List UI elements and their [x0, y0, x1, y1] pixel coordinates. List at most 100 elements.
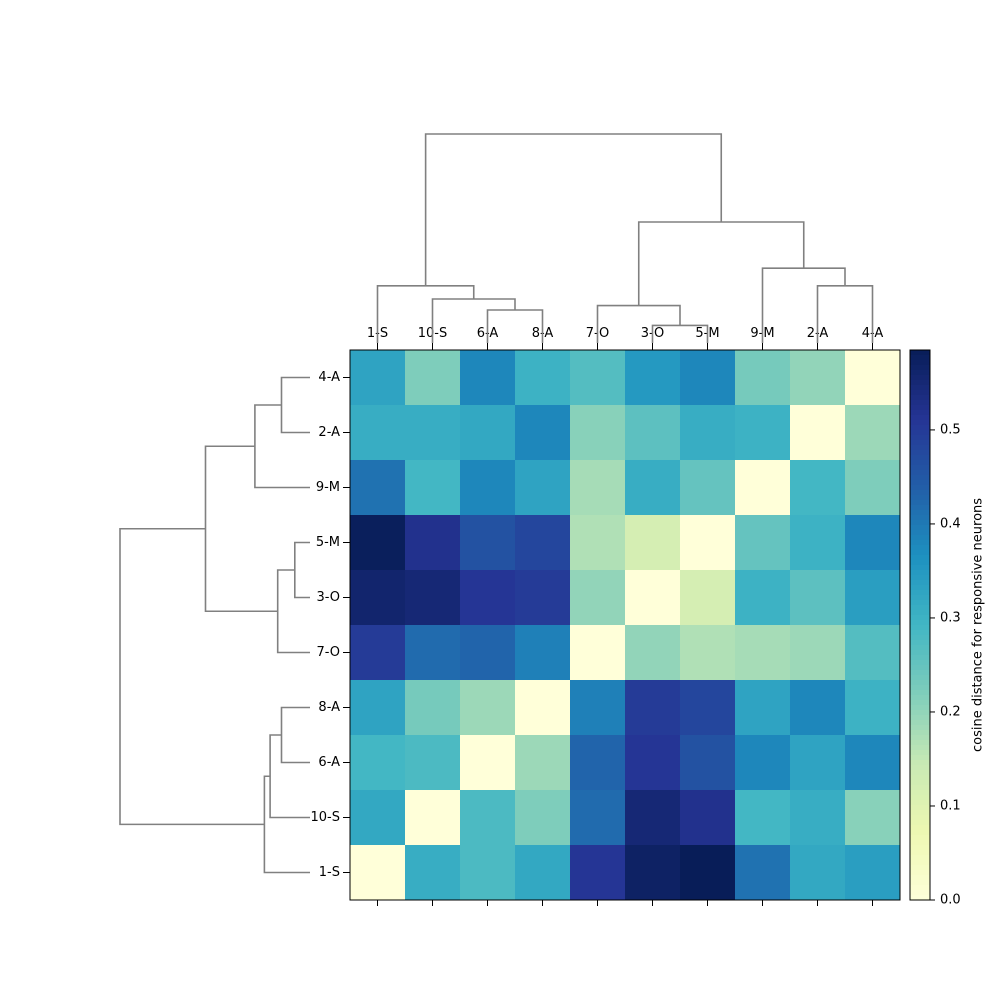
- heatmap-cell: [515, 680, 571, 736]
- colorbar-segment: [910, 865, 930, 871]
- colorbar-segment: [910, 710, 930, 716]
- colorbar-segment: [910, 405, 930, 411]
- row-label: 1-S: [319, 865, 340, 880]
- colorbar-segment: [910, 730, 930, 736]
- heatmap-cell: [735, 735, 791, 791]
- colorbar-segment: [910, 675, 930, 681]
- colorbar-segment: [910, 830, 930, 836]
- colorbar-segment: [910, 400, 930, 406]
- heatmap-cell: [680, 680, 736, 736]
- heatmap-cell: [350, 570, 406, 626]
- colorbar-segment: [910, 370, 930, 376]
- heatmap-cell: [515, 460, 571, 516]
- colorbar-tick-label: 0.5: [940, 422, 961, 437]
- colorbar-segment: [910, 585, 930, 591]
- heatmap-cell: [570, 570, 626, 626]
- heatmap-cell: [460, 680, 516, 736]
- colorbar-segment: [910, 355, 930, 361]
- heatmap-cell: [350, 790, 406, 846]
- heatmap-cell: [350, 350, 406, 406]
- colorbar-label: cosine distance for responsive neurons: [971, 498, 986, 752]
- colorbar-segment: [910, 660, 930, 666]
- dendrogram-link: [424, 133, 723, 286]
- heatmap-cell: [405, 625, 461, 681]
- colorbar-segment: [910, 600, 930, 606]
- colorbar-segment: [910, 655, 930, 661]
- heatmap-cell: [570, 790, 626, 846]
- colorbar-segment: [910, 870, 930, 876]
- row-label: 3-O: [316, 590, 340, 605]
- colorbar-segment: [910, 500, 930, 506]
- colorbar-segment: [910, 380, 930, 386]
- heatmap-cell: [515, 570, 571, 626]
- colorbar-segment: [910, 350, 930, 356]
- heatmap-cell: [680, 790, 736, 846]
- dendrogram-link: [263, 775, 310, 874]
- colorbar-segment: [910, 700, 930, 706]
- colorbar-segment: [910, 800, 930, 806]
- heatmap-cell: [845, 460, 901, 516]
- colorbar-segment: [910, 565, 930, 571]
- heatmap-cell: [735, 680, 791, 736]
- colorbar-segment: [910, 845, 930, 851]
- colorbar-segment: [910, 715, 930, 721]
- colorbar-segment: [910, 770, 930, 776]
- colorbar-segment: [910, 790, 930, 796]
- colorbar-segment: [910, 615, 930, 621]
- heatmap-cell: [570, 625, 626, 681]
- dendrogram-link: [204, 445, 278, 613]
- colorbar-segment: [910, 695, 930, 701]
- heatmap-cell: [790, 515, 846, 571]
- colorbar-tick-label: 0.1: [940, 798, 961, 813]
- colorbar-segment: [910, 775, 930, 781]
- colorbar-segment: [910, 460, 930, 466]
- heatmap-cell: [845, 570, 901, 626]
- colorbar-segment: [910, 445, 930, 451]
- colorbar-segment: [910, 595, 930, 601]
- colorbar-segment: [910, 650, 930, 656]
- colorbar-segment: [910, 435, 930, 441]
- heatmap-cell: [680, 625, 736, 681]
- row-label: 6-A: [318, 755, 340, 770]
- heatmap-cell: [625, 680, 681, 736]
- colorbar-segment: [910, 625, 930, 631]
- heatmap-cell: [570, 735, 626, 791]
- heatmap-cell: [735, 570, 791, 626]
- colorbar-segment: [910, 875, 930, 881]
- heatmap-cell: [735, 350, 791, 406]
- colorbar-segment: [910, 765, 930, 771]
- heatmap-cell: [570, 405, 626, 461]
- colorbar-segment: [910, 535, 930, 541]
- heatmap-cell: [735, 625, 791, 681]
- heatmap-cell: [680, 460, 736, 516]
- heatmap-cell: [570, 515, 626, 571]
- colorbar-segment: [910, 610, 930, 616]
- heatmap-cell: [625, 350, 681, 406]
- colorbar-segment: [910, 840, 930, 846]
- heatmap-cell: [845, 350, 901, 406]
- colorbar-segment: [910, 505, 930, 511]
- heatmap-cell: [350, 680, 406, 736]
- heatmap-cell: [845, 790, 901, 846]
- heatmap-cell: [790, 405, 846, 461]
- heatmap-cell: [515, 735, 571, 791]
- row-label: 5-M: [316, 535, 340, 550]
- colorbar-segment: [910, 705, 930, 711]
- dendrogram-link: [761, 267, 846, 343]
- colorbar-segment: [910, 525, 930, 531]
- colorbar-segment: [910, 685, 930, 691]
- colorbar-segment: [910, 495, 930, 501]
- row-label: 7-O: [316, 645, 340, 660]
- heatmap-cell: [845, 515, 901, 571]
- heatmap-cell: [735, 790, 791, 846]
- colorbar-segment: [910, 550, 930, 556]
- colorbar-segment: [910, 465, 930, 471]
- heatmap-cell: [460, 570, 516, 626]
- colorbar-segment: [910, 795, 930, 801]
- heatmap-cell: [680, 405, 736, 461]
- colorbar: 0.0 0.1 0.2 0.3 0.4 0.5: [909, 349, 961, 908]
- heatmap-cell: [845, 845, 901, 901]
- heatmap-cell: [515, 515, 571, 571]
- top-dendrogram: [376, 133, 874, 343]
